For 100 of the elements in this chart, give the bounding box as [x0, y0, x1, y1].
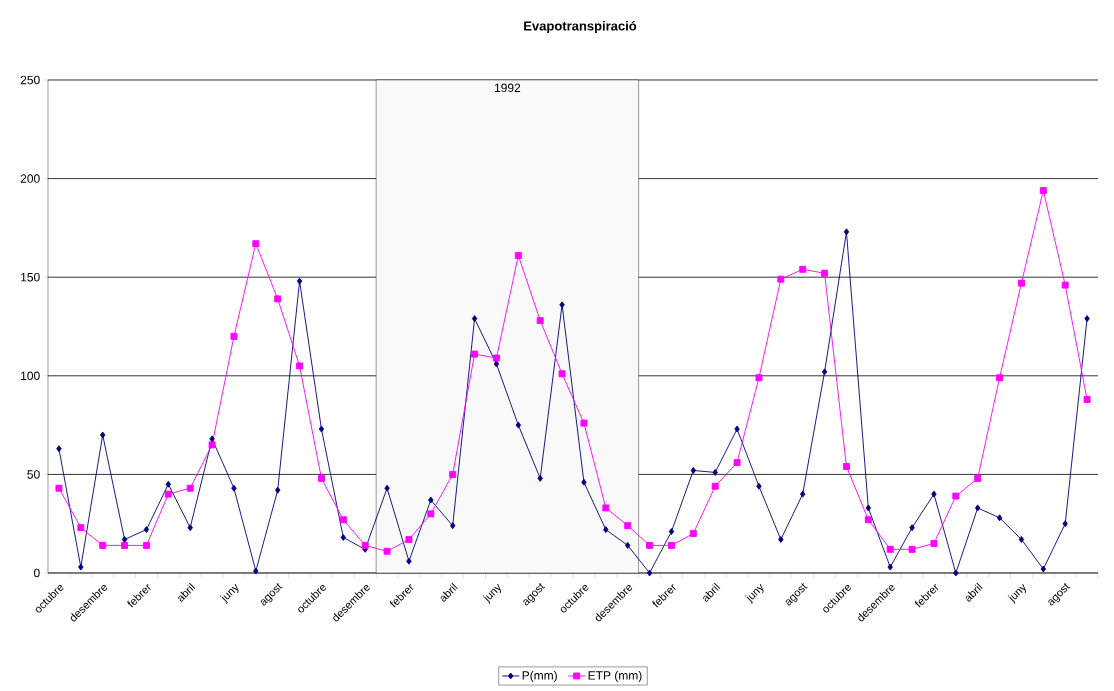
- point: [931, 490, 937, 498]
- point: [821, 269, 829, 277]
- point: [580, 419, 588, 427]
- point: [602, 504, 610, 512]
- y-tick-label: 200: [20, 174, 40, 183]
- point: [78, 563, 84, 571]
- point: [296, 362, 304, 370]
- point: [230, 332, 238, 340]
- point: [624, 541, 631, 549]
- point: [778, 536, 784, 543]
- point: [886, 545, 894, 553]
- point: [646, 569, 653, 577]
- point: [77, 524, 85, 532]
- chart-title: Evapotranspiració: [524, 20, 637, 34]
- point: [340, 534, 347, 541]
- point: [952, 492, 960, 500]
- point: [186, 484, 194, 492]
- point: [164, 490, 172, 498]
- point: [1083, 396, 1091, 403]
- point: [996, 514, 1003, 522]
- point: [733, 459, 741, 467]
- point: [1018, 536, 1025, 543]
- point: [843, 228, 850, 236]
- point: [996, 374, 1004, 382]
- y-tick-label: 100: [21, 371, 40, 381]
- point: [405, 536, 413, 543]
- point: [1084, 315, 1090, 323]
- point: [1061, 281, 1069, 289]
- point: [449, 470, 457, 478]
- point: [843, 463, 850, 470]
- point: [492, 354, 500, 362]
- point: [383, 547, 391, 555]
- point: [800, 490, 806, 498]
- point: [711, 482, 719, 490]
- point: [165, 480, 172, 488]
- point: [975, 504, 981, 512]
- point: [99, 431, 106, 439]
- point: [317, 474, 325, 482]
- point: [1062, 520, 1068, 528]
- point: [646, 541, 654, 549]
- point: [953, 569, 959, 577]
- point: [909, 524, 915, 532]
- point: [339, 516, 347, 524]
- point: [231, 484, 237, 492]
- y-tick-label: 0: [34, 568, 40, 578]
- point: [930, 539, 938, 547]
- point: [427, 510, 435, 518]
- point: [668, 528, 675, 536]
- point: [143, 526, 150, 534]
- legend-label: ETP (mm): [588, 670, 642, 683]
- point: [689, 530, 697, 538]
- point: [537, 474, 543, 482]
- point: [734, 425, 740, 433]
- point: [514, 252, 522, 259]
- point: [318, 425, 325, 433]
- point: [208, 441, 216, 449]
- point: [55, 484, 63, 492]
- point: [974, 474, 982, 482]
- point: [581, 478, 587, 486]
- point: [1040, 565, 1047, 573]
- point: [756, 482, 762, 490]
- point: [558, 370, 566, 378]
- point: [865, 504, 872, 512]
- point: [252, 240, 260, 248]
- point: [1039, 186, 1047, 194]
- point: [603, 526, 609, 534]
- point: [384, 484, 390, 492]
- point: [296, 277, 303, 285]
- point: [668, 541, 675, 549]
- annotation: 1992: [494, 83, 521, 93]
- point: [56, 445, 62, 453]
- point: [121, 541, 129, 549]
- point: [449, 522, 456, 530]
- point: [406, 557, 412, 565]
- point: [99, 541, 107, 549]
- point: [253, 567, 259, 575]
- point: [428, 496, 434, 504]
- point: [493, 360, 500, 368]
- point: [515, 421, 522, 429]
- point: [690, 467, 697, 474]
- point: [755, 374, 763, 382]
- point: [361, 541, 369, 549]
- point: [864, 516, 872, 524]
- y-tick-label: 250: [20, 75, 40, 85]
- y-tick-label: 150: [21, 272, 40, 282]
- point: [471, 350, 479, 358]
- point: [624, 522, 632, 530]
- point: [471, 315, 478, 323]
- point: [142, 541, 150, 549]
- point: [274, 295, 282, 303]
- y-tick-label: 50: [27, 470, 40, 479]
- point: [887, 563, 893, 571]
- point: [821, 368, 828, 376]
- point: [187, 524, 193, 532]
- point: [559, 301, 565, 309]
- point: [274, 486, 281, 494]
- point: [712, 468, 718, 476]
- point: [209, 435, 215, 443]
- point: [536, 317, 544, 325]
- point: [1018, 279, 1025, 287]
